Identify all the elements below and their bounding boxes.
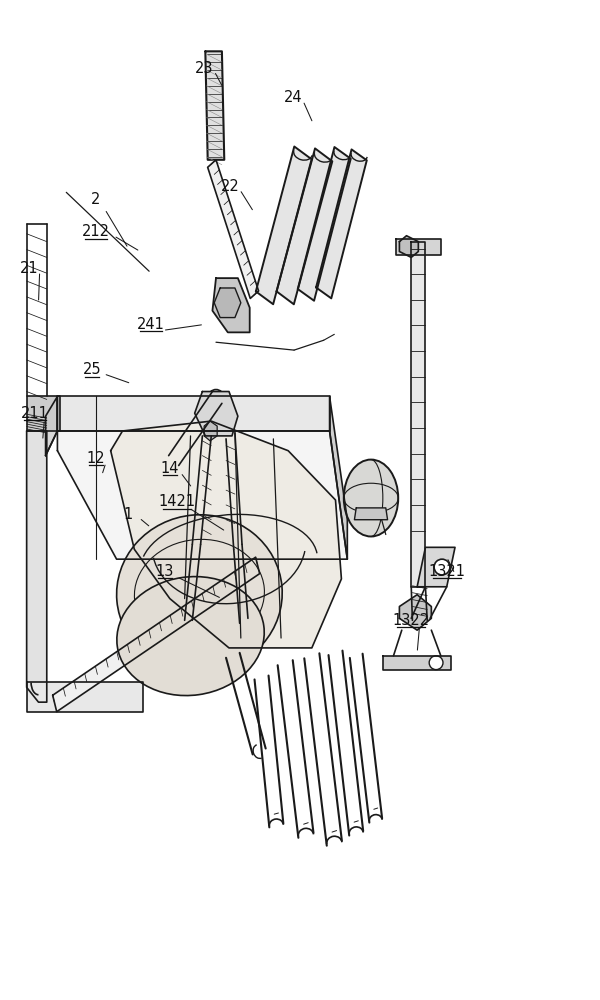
Ellipse shape (344, 460, 398, 536)
Polygon shape (411, 242, 425, 587)
Text: 1322: 1322 (392, 613, 430, 628)
Polygon shape (205, 51, 224, 160)
Circle shape (429, 656, 443, 670)
Text: 211: 211 (21, 406, 49, 421)
Polygon shape (26, 396, 61, 431)
Text: 25: 25 (82, 362, 101, 377)
Text: 1: 1 (124, 507, 133, 522)
Text: 21: 21 (20, 261, 38, 276)
Text: 23: 23 (195, 61, 214, 76)
Text: 1321: 1321 (428, 564, 465, 578)
Polygon shape (417, 547, 455, 587)
Polygon shape (355, 508, 388, 520)
Polygon shape (53, 557, 260, 712)
Polygon shape (277, 148, 332, 304)
Polygon shape (194, 392, 238, 436)
Text: 212: 212 (82, 224, 110, 239)
Polygon shape (204, 421, 217, 441)
Polygon shape (58, 396, 329, 431)
Polygon shape (383, 656, 451, 670)
Text: 13: 13 (156, 564, 174, 578)
Polygon shape (26, 431, 47, 702)
Ellipse shape (116, 515, 282, 673)
Polygon shape (110, 421, 341, 648)
Text: 12: 12 (86, 451, 105, 466)
Polygon shape (208, 160, 259, 298)
Text: 24: 24 (284, 90, 302, 105)
Text: 22: 22 (221, 179, 239, 194)
Polygon shape (58, 431, 347, 559)
Text: 1421: 1421 (158, 494, 196, 509)
Polygon shape (298, 147, 351, 301)
Text: 2: 2 (91, 192, 101, 207)
Polygon shape (214, 288, 241, 318)
Polygon shape (46, 396, 58, 456)
Circle shape (434, 559, 450, 575)
Polygon shape (400, 236, 418, 257)
Polygon shape (212, 278, 250, 332)
Circle shape (208, 390, 224, 405)
Polygon shape (26, 682, 143, 712)
Polygon shape (316, 149, 367, 298)
Polygon shape (400, 595, 431, 630)
Text: 14: 14 (161, 461, 179, 476)
Text: 241: 241 (137, 317, 165, 332)
Ellipse shape (117, 577, 264, 696)
Polygon shape (396, 239, 441, 255)
Polygon shape (329, 396, 347, 559)
Polygon shape (256, 147, 311, 304)
